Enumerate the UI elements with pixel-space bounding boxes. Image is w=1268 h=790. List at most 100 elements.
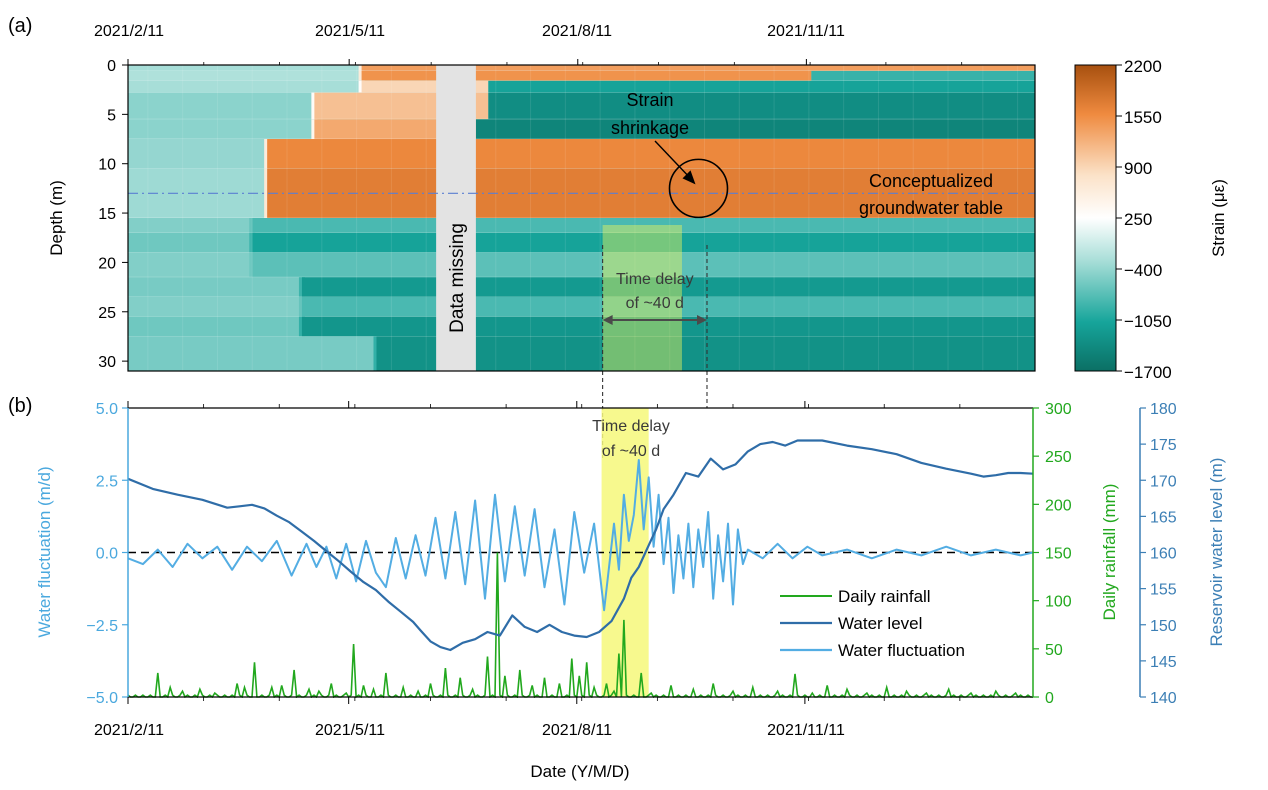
legend: Daily rainfall Water level Water fluctua… bbox=[780, 587, 965, 660]
left-tick-label-2: 0.0 bbox=[96, 546, 118, 563]
heatmap-band-10-main bbox=[301, 277, 1035, 297]
series-water-fluctuation bbox=[128, 459, 1033, 612]
heatmap-band-12-early bbox=[128, 316, 302, 337]
left-axis-label: Water fluctuation (m/d) bbox=[35, 466, 54, 637]
heatmap-band-9-early bbox=[128, 252, 253, 278]
water-level-tick-label-3: 165 bbox=[1150, 509, 1177, 526]
heatmap-band-11-main bbox=[301, 296, 1035, 317]
colorbar-ticks: 2200 1550 900 250 −400 −1050 −1700 bbox=[1116, 57, 1172, 382]
heatmap-band-9-main bbox=[252, 252, 1035, 278]
left-tick-label-3: −2.5 bbox=[86, 618, 118, 635]
legend-label-water-level: Water level bbox=[838, 614, 922, 633]
top-tick-label-0: 2021/2/11 bbox=[94, 23, 164, 40]
bottom-tick-labels: 2021/2/11 2021/5/11 2021/8/11 2021/11/11 bbox=[94, 722, 845, 739]
x-axis-label: Date (Y/M/D) bbox=[530, 762, 629, 781]
depth-tick-label-2: 10 bbox=[98, 157, 116, 174]
water-level-tick-label-4: 160 bbox=[1150, 546, 1177, 563]
depth-tick-label-4: 20 bbox=[98, 255, 116, 272]
heatmap-band-5-early bbox=[128, 139, 268, 169]
groundwater-label-line-1: Conceptualized bbox=[869, 171, 993, 191]
water-level-axis-label: Reservoir water level (m) bbox=[1207, 458, 1226, 647]
colorbar-tick-label-6: −1700 bbox=[1124, 363, 1172, 382]
bottom-tick-label-0: 2021/2/11 bbox=[94, 722, 164, 739]
depth-tick-label-3: 15 bbox=[98, 206, 116, 223]
heatmap-band-4-early bbox=[128, 119, 315, 140]
panel-a-top-tick-labels: 2021/2/11 2021/5/11 2021/8/11 2021/11/11 bbox=[94, 23, 845, 40]
heatmap-annotations: Data missing Conceptualized groundwater ta… bbox=[128, 65, 1035, 458]
delay-arrow-right-head bbox=[696, 315, 707, 325]
heatmap-band-0-main bbox=[361, 65, 1035, 71]
data-missing-strip bbox=[436, 65, 476, 371]
strain-colorbar: 2200 1550 900 250 −400 −1050 −1700 Strain (με) bbox=[1074, 57, 1228, 382]
shrinkage-circle bbox=[668, 158, 729, 219]
water-level-tick-label-0: 180 bbox=[1150, 401, 1177, 418]
colorbar-tick-label-2: 900 bbox=[1124, 159, 1152, 178]
highlight-window-a bbox=[602, 225, 682, 371]
depth-tick-label-1: 5 bbox=[107, 107, 116, 124]
panel-a: (a) 2021/2/11 2021/5/11 2021/8/11 2021/1… bbox=[8, 15, 1228, 458]
heatmap-band-2-main bbox=[361, 80, 489, 93]
depth-axis-ticks: 0 5 10 15 20 25 30 bbox=[98, 58, 963, 371]
water-level-tick-label-6: 150 bbox=[1150, 618, 1177, 635]
water-level-tick-label-8: 140 bbox=[1150, 690, 1177, 707]
water-level-tick-label-5: 155 bbox=[1150, 582, 1177, 599]
shrinkage-arrow-head bbox=[682, 170, 696, 185]
rainfall-tick-label-1: 250 bbox=[1045, 449, 1072, 466]
heatmap-band-1-main bbox=[361, 70, 812, 81]
depth-tick-label-0: 0 bbox=[107, 58, 116, 75]
colorbar-tick-label-4: −400 bbox=[1124, 261, 1162, 280]
rainfall-tick-label-2: 200 bbox=[1045, 497, 1072, 514]
colorbar-label: Strain (με) bbox=[1209, 179, 1228, 257]
legend-label-rainfall: Daily rainfall bbox=[838, 587, 931, 606]
delay-label-b-line-2: of ~40 d bbox=[602, 443, 660, 460]
bottom-tick-label-3: 2021/11/11 bbox=[767, 722, 845, 739]
panel-b-label: (b) bbox=[8, 395, 32, 417]
heatmap-band-12-main bbox=[301, 316, 1035, 337]
rainfall-tick-label-4: 100 bbox=[1045, 594, 1072, 611]
heatmap-band-10-early bbox=[128, 277, 302, 297]
heatmap-band-1-early bbox=[128, 70, 362, 81]
data-missing-label: Data missing bbox=[447, 223, 468, 333]
shrinkage-label-line-1: Strain bbox=[626, 90, 673, 110]
heatmap-band-13-main bbox=[376, 336, 1035, 371]
strain-heatmap bbox=[128, 65, 1035, 371]
heatmap-band-7-early bbox=[128, 218, 253, 233]
left-tick-label-1: 2.5 bbox=[96, 473, 118, 490]
panel-b: (b) Time delay of ~40 d 5.0 2.5 0.0 −2.5 −5.0… bbox=[8, 395, 1226, 781]
rainfall-tick-label-3: 150 bbox=[1045, 546, 1072, 563]
bottom-tick-label-1: 2021/5/11 bbox=[315, 722, 385, 739]
series-water-level bbox=[128, 439, 1033, 652]
rainfall-tick-label-5: 50 bbox=[1045, 642, 1063, 659]
delay-label-a-line-2: of ~40 d bbox=[626, 295, 684, 312]
heatmap-band-11-early bbox=[128, 296, 302, 317]
heatmap-band-1-late bbox=[811, 70, 1035, 81]
depth-tick-label-6: 30 bbox=[98, 354, 116, 371]
rainfall-tick-label-0: 300 bbox=[1045, 401, 1072, 418]
colorbar-tick-label-1: 1550 bbox=[1124, 108, 1162, 127]
colorbar-gradient bbox=[1074, 64, 1117, 372]
panel-a-frame bbox=[127, 64, 1036, 372]
top-tick-label-2: 2021/8/11 bbox=[542, 23, 612, 40]
depth-axis: Depth (m) 0 5 10 15 20 25 30 bbox=[47, 58, 963, 371]
heatmap-band-13-early bbox=[128, 336, 377, 371]
heatmap-band-4-main bbox=[314, 119, 476, 140]
water-level-tick-label-2: 170 bbox=[1150, 473, 1177, 490]
left-tick-label-0: 5.0 bbox=[96, 401, 118, 418]
top-tick-label-3: 2021/11/11 bbox=[767, 23, 845, 40]
heatmap-band-8-early bbox=[128, 232, 253, 253]
panel-a-label: (a) bbox=[8, 15, 32, 37]
panel-b-overlay: Time delay of ~40 d bbox=[592, 418, 670, 460]
heatmap-band-2-early bbox=[128, 80, 362, 93]
colorbar-tick-label-5: −1050 bbox=[1124, 312, 1172, 331]
heatmap-band-4-late bbox=[475, 119, 1035, 140]
legend-label-water-fluctuation: Water fluctuation bbox=[838, 641, 965, 660]
colorbar-tick-label-0: 2200 bbox=[1124, 57, 1162, 76]
delay-label-b-line-1: Time delay bbox=[592, 418, 670, 435]
water-level-tick-label-1: 175 bbox=[1150, 437, 1177, 454]
delay-arrow-left-head bbox=[602, 315, 613, 325]
water-level-tick-label-7: 145 bbox=[1150, 654, 1177, 671]
left-tick-label-4: −5.0 bbox=[86, 690, 118, 707]
heatmap-band-0-early bbox=[128, 65, 362, 71]
heatmap-band-2-late bbox=[488, 80, 1035, 93]
